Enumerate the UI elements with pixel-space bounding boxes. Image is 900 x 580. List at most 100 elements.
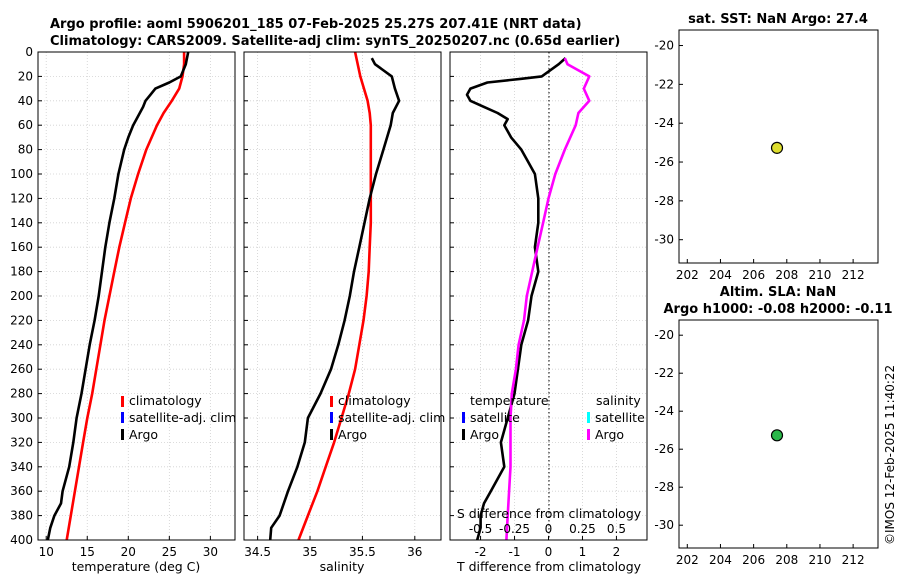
s-tick-label: 0.5 xyxy=(607,522,626,536)
y-tick-label: 0 xyxy=(25,45,33,59)
x-tick-label: 34.5 xyxy=(244,545,271,559)
legend-label-climatology: climatology xyxy=(129,393,202,408)
sst-map-title: sat. SST: NaN Argo: 27.4 xyxy=(688,12,868,27)
y-tick-label: -20 xyxy=(654,39,674,53)
difference-axes-box xyxy=(449,51,648,541)
temperature-lines xyxy=(46,51,190,541)
y-tick-label: -30 xyxy=(654,233,674,247)
x-tick-label: 204 xyxy=(709,553,732,567)
temperature-grid xyxy=(38,51,235,541)
legend-label-argo: Argo xyxy=(129,427,158,442)
y-tick-label: 280 xyxy=(10,387,33,401)
y-tick-label: 360 xyxy=(10,484,33,498)
y-tick-label: 240 xyxy=(10,338,33,352)
sla-map-title: Altim. SLA: NaN xyxy=(720,285,836,300)
x-tick-label: 202 xyxy=(676,553,699,567)
y-tick-label: 340 xyxy=(10,460,33,474)
x-tick-label: -2 xyxy=(475,545,487,559)
imos-watermark: ©IMOS 12-Feb-2025 11:40:22 xyxy=(880,300,900,564)
difference-legend: temperature satellite Argo salinity sate… xyxy=(462,393,645,442)
x-tick-label: 10 xyxy=(39,545,54,559)
salinity-axes-box xyxy=(243,51,442,541)
salinity-x-label: salinity xyxy=(320,559,365,574)
series-line-t-difference-argo- xyxy=(465,57,567,541)
x-tick-label: 212 xyxy=(842,268,865,282)
difference-ticks: -2 -1 0 1 2 xyxy=(450,51,620,559)
figure-subtitle: Climatology: CARS2009. Satellite-adj cli… xyxy=(50,34,620,49)
argo-location-marker xyxy=(770,141,784,154)
legend-swatch-t-argo xyxy=(462,429,465,440)
y-tick-label: 220 xyxy=(10,313,33,327)
sst-map-panel: sat. SST: NaN Argo: 27.4 202 204 206 208 210… xyxy=(654,12,879,282)
series-line-climatology xyxy=(297,51,373,541)
sst-map-points xyxy=(770,141,784,154)
y-tick-label: 100 xyxy=(10,167,33,181)
legend-label-argo: Argo xyxy=(338,427,367,442)
legend-swatch-argo xyxy=(330,429,333,440)
t-difference-x-label: T difference from climatology xyxy=(456,559,642,574)
temperature-ticks: 0 20 40 60 80 100 120 140 160 180 200 220 240 260 280 3… xyxy=(10,45,218,559)
y-tick-label: -22 xyxy=(654,77,674,91)
series-line-argo xyxy=(268,57,401,541)
y-tick-label: 200 xyxy=(10,289,33,303)
y-tick-label: 80 xyxy=(18,143,33,157)
legend-label-t-satellite: satellite xyxy=(470,410,520,425)
legend-label-s-argo: Argo xyxy=(595,427,624,442)
x-tick-label: 202 xyxy=(676,268,699,282)
s-tick-label: -0.5 xyxy=(469,522,492,536)
y-tick-label: 160 xyxy=(10,240,33,254)
sst-map-axes-box xyxy=(678,29,879,264)
x-tick-label: 204 xyxy=(709,268,732,282)
y-tick-label: 320 xyxy=(10,435,33,449)
watermark-text: ©IMOS 12-Feb-2025 11:40:22 xyxy=(883,365,897,545)
legend-swatch-s-argo xyxy=(587,429,590,440)
legend-swatch-argo xyxy=(121,429,124,440)
temperature-panel: 0 20 40 60 80 100 120 140 160 180 200 220 240 260 280 3… xyxy=(10,45,236,574)
temperature-x-label: temperature (deg C) xyxy=(72,559,201,574)
legend-swatch-satellite xyxy=(330,412,333,423)
salinity-grid xyxy=(244,51,441,541)
x-tick-label: 208 xyxy=(775,268,798,282)
argo-location-marker xyxy=(770,429,784,442)
legend-swatch-climatology xyxy=(330,396,333,407)
y-tick-label: 380 xyxy=(10,509,33,523)
legend-swatch-climatology xyxy=(121,396,124,407)
legend-label-satellite: satellite-adj. clim xyxy=(338,410,445,425)
x-tick-label: 206 xyxy=(742,553,765,567)
y-tick-label: 180 xyxy=(10,265,33,279)
y-tick-label: 120 xyxy=(10,191,33,205)
series-line-climatology xyxy=(65,52,186,541)
sla-map-axes-box xyxy=(678,319,879,549)
y-tick-label: -28 xyxy=(654,480,674,494)
y-tick-label: -20 xyxy=(654,328,674,342)
y-tick-label: 40 xyxy=(18,94,33,108)
y-tick-label: 300 xyxy=(10,411,33,425)
temperature-axes-box xyxy=(37,51,236,541)
difference-lines xyxy=(465,57,591,541)
legend-title-temperature: temperature xyxy=(470,393,549,408)
y-tick-label: 20 xyxy=(18,69,33,83)
series-line-argo xyxy=(46,51,190,541)
x-tick-label: 210 xyxy=(809,553,832,567)
x-tick-label: 206 xyxy=(742,268,765,282)
x-tick-label: 15 xyxy=(80,545,95,559)
salinity-ticks: 34.5 35 35.5 36 xyxy=(244,51,422,559)
legend-label-satellite: satellite-adj. clim xyxy=(129,410,236,425)
x-tick-label: 210 xyxy=(809,268,832,282)
y-tick-label: -26 xyxy=(654,155,674,169)
legend-title-salinity: salinity xyxy=(596,393,641,408)
s-tick-label: 0.25 xyxy=(569,522,596,536)
x-tick-label: 20 xyxy=(121,545,136,559)
y-tick-label: -22 xyxy=(654,366,674,380)
legend-label-s-satellite: satellite xyxy=(595,410,645,425)
x-tick-label: 1 xyxy=(579,545,587,559)
legend-swatch-satellite xyxy=(121,412,124,423)
s-difference-ticks: -0.5 -0.25 0 0.25 0.5 xyxy=(469,522,626,536)
y-tick-label: -24 xyxy=(654,116,674,130)
legend-label-climatology: climatology xyxy=(338,393,411,408)
sla-map-subtitle: Argo h1000: -0.08 h2000: -0.11 xyxy=(663,302,892,317)
s-difference-x-label: S difference from climatology xyxy=(457,506,642,521)
x-tick-label: 35 xyxy=(302,545,317,559)
x-tick-label: 30 xyxy=(203,545,218,559)
